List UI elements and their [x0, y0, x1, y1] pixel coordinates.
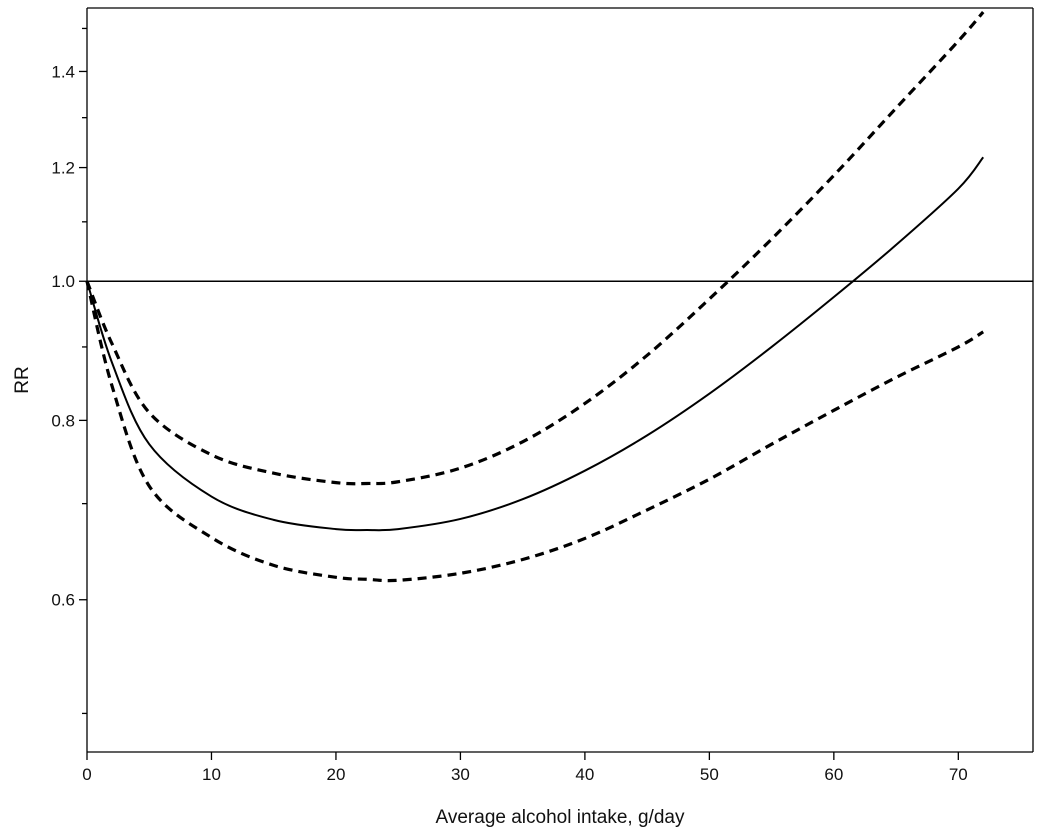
- y-tick-label: 1.0: [51, 272, 75, 291]
- x-tick-label: 50: [700, 765, 719, 784]
- x-tick-label: 10: [202, 765, 221, 784]
- x-tick-label: 70: [949, 765, 968, 784]
- x-tick-label: 30: [451, 765, 470, 784]
- dashed-series-line-1: [85, 10, 985, 486]
- y-axis-label: RR: [12, 366, 33, 393]
- x-axis-label: Average alcohol intake, g/day: [436, 807, 685, 828]
- axes: 0 10 20 30 40 50 60 70 0.6 0.8 1.0 1.2 1.4: [51, 7, 1034, 784]
- y-tick-label: 1.4: [51, 62, 75, 81]
- y-tick-label: 0.6: [51, 591, 75, 610]
- series-group: [85, 10, 985, 583]
- x-tick-label: 0: [82, 765, 91, 784]
- y-tick-label: 1.2: [51, 159, 75, 178]
- y-tick-label: 0.8: [51, 411, 75, 430]
- x-tick-label: 20: [326, 765, 345, 784]
- solid-series-line-0: [86, 156, 985, 532]
- x-tick-label: 40: [575, 765, 594, 784]
- dashed-series-line-2: [85, 280, 985, 583]
- x-tick-label: 60: [824, 765, 843, 784]
